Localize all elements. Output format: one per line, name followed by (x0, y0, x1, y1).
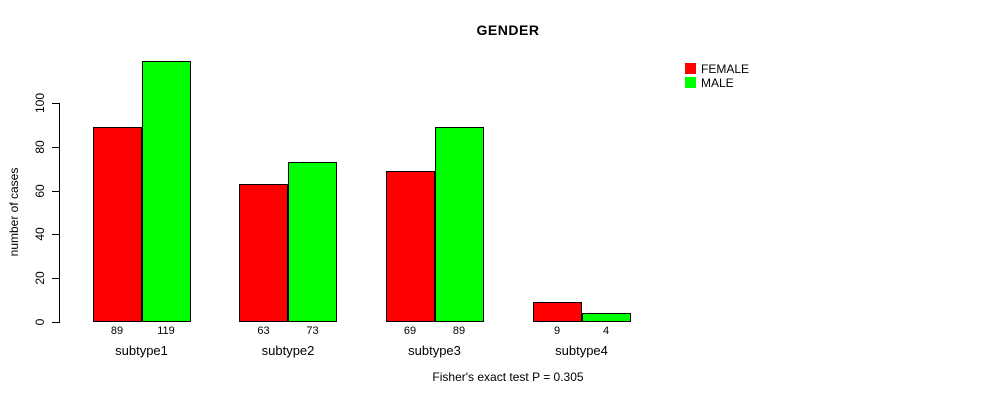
bar-value-label: 89 (110, 325, 124, 337)
y-axis-tick (52, 103, 59, 104)
y-tick-label: 100 (33, 92, 47, 114)
bar-female-subtype2 (239, 184, 288, 322)
bar-female-subtype3 (385, 171, 435, 322)
legend-swatch-male (685, 76, 696, 88)
y-axis-label: number of cases (7, 167, 21, 257)
y-tick-label: 0 (33, 318, 47, 326)
bar-female-subtype4 (532, 302, 582, 322)
chart-title: GENDER (476, 22, 540, 38)
y-axis-tick (52, 322, 59, 323)
bar-male-subtype1 (141, 61, 191, 322)
bar-value-label: 89 (452, 325, 466, 337)
legend-label-female: FEMALE (701, 62, 750, 76)
bar-value-label: 9 (553, 325, 561, 337)
y-axis-tick (52, 234, 59, 236)
y-axis-line (59, 103, 60, 323)
bar-value-label: 73 (306, 325, 319, 337)
category-label-subtype2: subtype2 (261, 343, 315, 358)
bar-value-label: 69 (403, 325, 417, 337)
bar-male-subtype4 (581, 313, 631, 322)
legend-label-male: MALE (701, 75, 734, 90)
y-tick-label: 20 (33, 271, 47, 285)
y-tick-label: 80 (33, 140, 47, 154)
legend-swatch-female (685, 63, 696, 74)
bar-male-subtype2 (288, 162, 337, 322)
bar-value-label: 119 (157, 325, 175, 337)
category-label-subtype1: subtype1 (115, 343, 168, 358)
y-axis-tick (52, 146, 59, 148)
y-axis-tick (52, 190, 59, 192)
y-tick-label: 60 (33, 183, 47, 198)
category-label-subtype4: subtype4 (555, 343, 608, 358)
bar-value-label: 4 (602, 325, 610, 337)
bar-female-subtype1 (92, 127, 142, 322)
stats-annotation: Fisher's exact test P = 0.305 (432, 370, 584, 384)
y-tick-label: 40 (33, 227, 47, 242)
bar-value-label: 63 (257, 325, 270, 337)
bar-male-subtype3 (434, 127, 484, 322)
category-label-subtype3: subtype3 (408, 343, 461, 358)
y-axis-tick (52, 278, 59, 280)
